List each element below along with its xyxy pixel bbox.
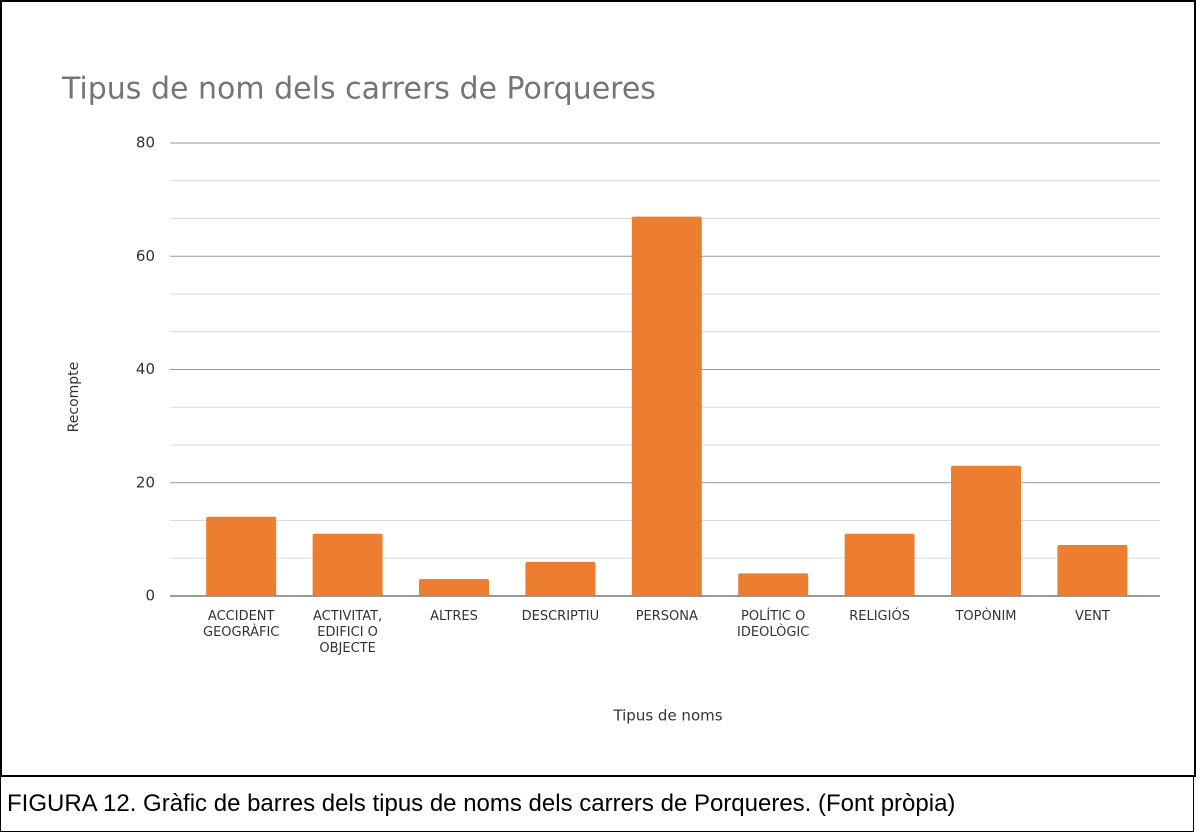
y-tick-label: 80 — [136, 134, 155, 152]
x-tick-label: ACTIVITAT, EDIFICI O OBJECTE — [313, 609, 382, 656]
bar — [631, 216, 702, 597]
x-tick-label: ALTRES — [430, 609, 478, 624]
caption: FIGURA 12. Gràfic de barres dels tipus d… — [0, 776, 1194, 832]
x-tick-label: VENT — [1075, 609, 1110, 624]
bar — [419, 579, 489, 596]
y-tick-label: 20 — [136, 473, 155, 491]
y-tick-label: 60 — [136, 247, 155, 265]
bar — [206, 516, 277, 596]
y-axis-label: Recompte — [66, 362, 82, 433]
y-tick-label: 40 — [136, 360, 155, 378]
bar — [312, 533, 383, 596]
x-tick-label: PERSONA — [636, 609, 698, 624]
x-tick-label: POLÍTIC O IDEOLÒGIC — [737, 608, 809, 640]
bar — [525, 562, 596, 596]
chart-title: Tipus de nom dels carrers de Porqueres — [61, 72, 656, 107]
x-tick-label: DESCRIPTIU — [522, 609, 600, 624]
x-axis-label: Tipus de noms — [612, 707, 722, 725]
bar — [844, 533, 915, 596]
bar — [1057, 545, 1128, 596]
x-tick-label: ACCIDENT GEOGRÀFIC — [203, 609, 279, 640]
chart: Tipus de nom dels carrers de Porqueres R… — [0, 0, 1196, 777]
chart-border — [0, 0, 1196, 777]
bar — [738, 573, 809, 596]
x-tick-label: TOPÒNIM — [954, 608, 1016, 624]
y-tick-label: 0 — [145, 587, 155, 605]
x-tick-label: RELIGIÓS — [849, 608, 910, 624]
bar — [951, 465, 1021, 596]
